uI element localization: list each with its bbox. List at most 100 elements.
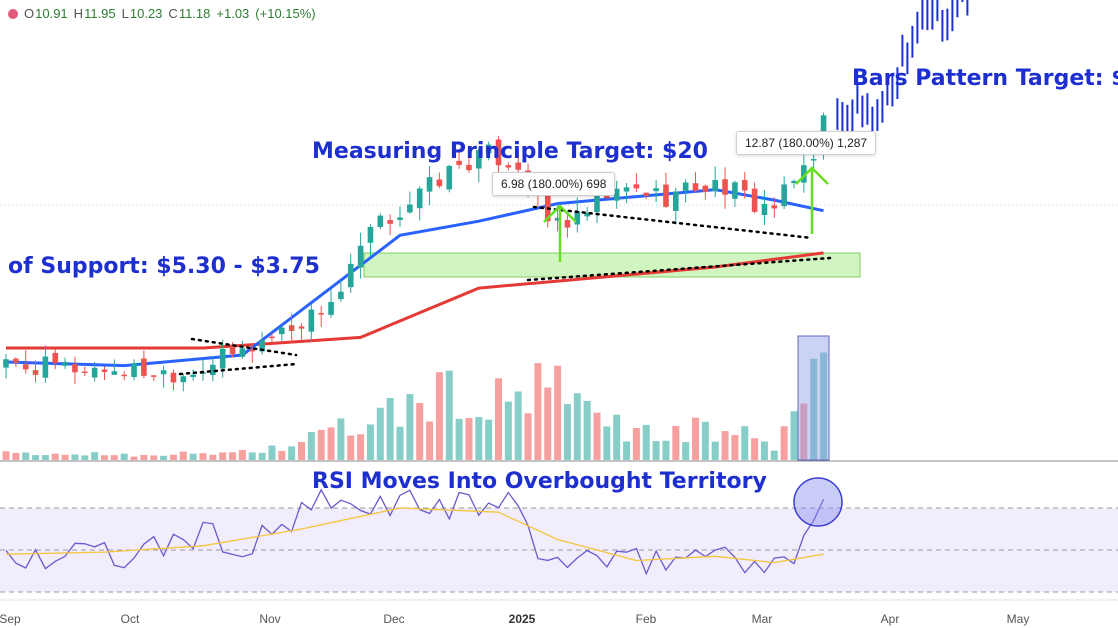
volume-bar <box>760 441 768 460</box>
candle <box>308 309 315 332</box>
volume-bar <box>416 402 424 460</box>
volume-bar <box>465 417 473 460</box>
volume-bar <box>495 378 502 460</box>
low-value: 10.23 <box>129 6 163 21</box>
pennant-upper-line <box>532 205 814 240</box>
volume-bar <box>209 454 217 460</box>
volume-bar <box>199 453 207 460</box>
volume-bar <box>12 452 20 460</box>
candle <box>623 187 630 192</box>
volume-bar <box>160 455 168 460</box>
candle <box>702 185 709 192</box>
close-value: 11.18 <box>178 6 211 21</box>
volume-bar <box>721 431 729 460</box>
volume-bar <box>179 451 187 460</box>
candle <box>722 179 728 195</box>
volume-bar <box>563 404 571 460</box>
candle <box>476 150 482 169</box>
volume-bar <box>130 456 138 460</box>
volume-bar <box>22 452 30 460</box>
volume-bar <box>731 435 739 460</box>
volume-bar <box>642 424 650 460</box>
x-tick-label: Oct <box>120 612 140 626</box>
candle <box>653 188 659 192</box>
open-key: O <box>24 6 35 21</box>
volume-bar <box>238 449 246 460</box>
candle <box>505 165 512 168</box>
high-value: 11.95 <box>84 6 116 21</box>
volume-bar <box>278 450 286 460</box>
volume-bar <box>435 372 443 460</box>
volume-bar <box>485 419 493 460</box>
candle <box>160 370 167 375</box>
volume-bar <box>652 441 660 460</box>
measured-move-box-1[interactable]: 6.98 (180.00%) 698 <box>492 172 616 196</box>
candle <box>633 184 640 189</box>
volume-bar <box>514 391 522 460</box>
candle <box>801 165 807 183</box>
candle <box>732 182 738 199</box>
candle <box>446 165 453 190</box>
candle <box>328 301 334 315</box>
volume-bar <box>357 434 365 460</box>
volume-bar <box>288 446 296 460</box>
volume-bar <box>386 397 394 460</box>
candle <box>13 358 19 363</box>
candle <box>91 367 98 378</box>
symbol-icon[interactable] <box>8 9 18 19</box>
volume-bar <box>2 451 10 460</box>
volume-bar <box>682 442 690 460</box>
volume-bar <box>110 455 118 460</box>
volume-bar <box>475 417 483 460</box>
candle <box>436 179 443 187</box>
candle <box>584 212 590 217</box>
volume-bar <box>396 426 404 460</box>
volume-bar <box>632 427 640 460</box>
x-tick-label: May <box>1006 612 1030 626</box>
volume-bar <box>337 418 345 460</box>
candle <box>131 363 137 377</box>
x-tick-label: Sep <box>0 612 21 626</box>
volume-bar <box>613 414 621 460</box>
volume-bar <box>307 432 315 460</box>
candle <box>377 215 384 227</box>
pennant-lower-line <box>526 256 832 282</box>
candle <box>663 184 669 207</box>
candle <box>692 183 699 191</box>
volume-highlight <box>797 335 830 461</box>
candle <box>72 364 78 373</box>
candle <box>564 219 571 228</box>
measured-move-box-2[interactable]: 12.87 (180.00%) 1,287 <box>736 131 877 155</box>
candle <box>751 188 758 212</box>
volume-bar <box>120 453 128 460</box>
volume-bar <box>770 450 778 460</box>
volume-bar <box>445 370 453 460</box>
volume-bar <box>623 441 631 460</box>
volume-bar <box>544 387 552 460</box>
candle <box>210 364 216 376</box>
volume-bar <box>583 400 591 460</box>
candle <box>781 184 787 207</box>
candle <box>347 263 354 288</box>
volume-bar <box>800 403 808 460</box>
volume-bar <box>455 418 463 460</box>
candle <box>761 204 768 216</box>
candle <box>52 352 59 364</box>
candle <box>643 192 650 196</box>
open-value: 10.91 <box>35 6 68 21</box>
measured-move-arrow-1-head <box>543 204 577 223</box>
candle <box>416 188 423 209</box>
candle <box>111 371 118 375</box>
high-key: H <box>73 6 84 21</box>
candle <box>810 159 817 161</box>
candle <box>613 188 620 201</box>
candle <box>594 194 600 213</box>
volume-bar <box>534 363 542 460</box>
candle <box>771 205 778 209</box>
volume-bar <box>741 426 749 460</box>
volume-bar <box>701 421 709 460</box>
x-tick-label: Dec <box>383 612 405 626</box>
candle <box>190 374 196 377</box>
candle <box>682 182 689 191</box>
